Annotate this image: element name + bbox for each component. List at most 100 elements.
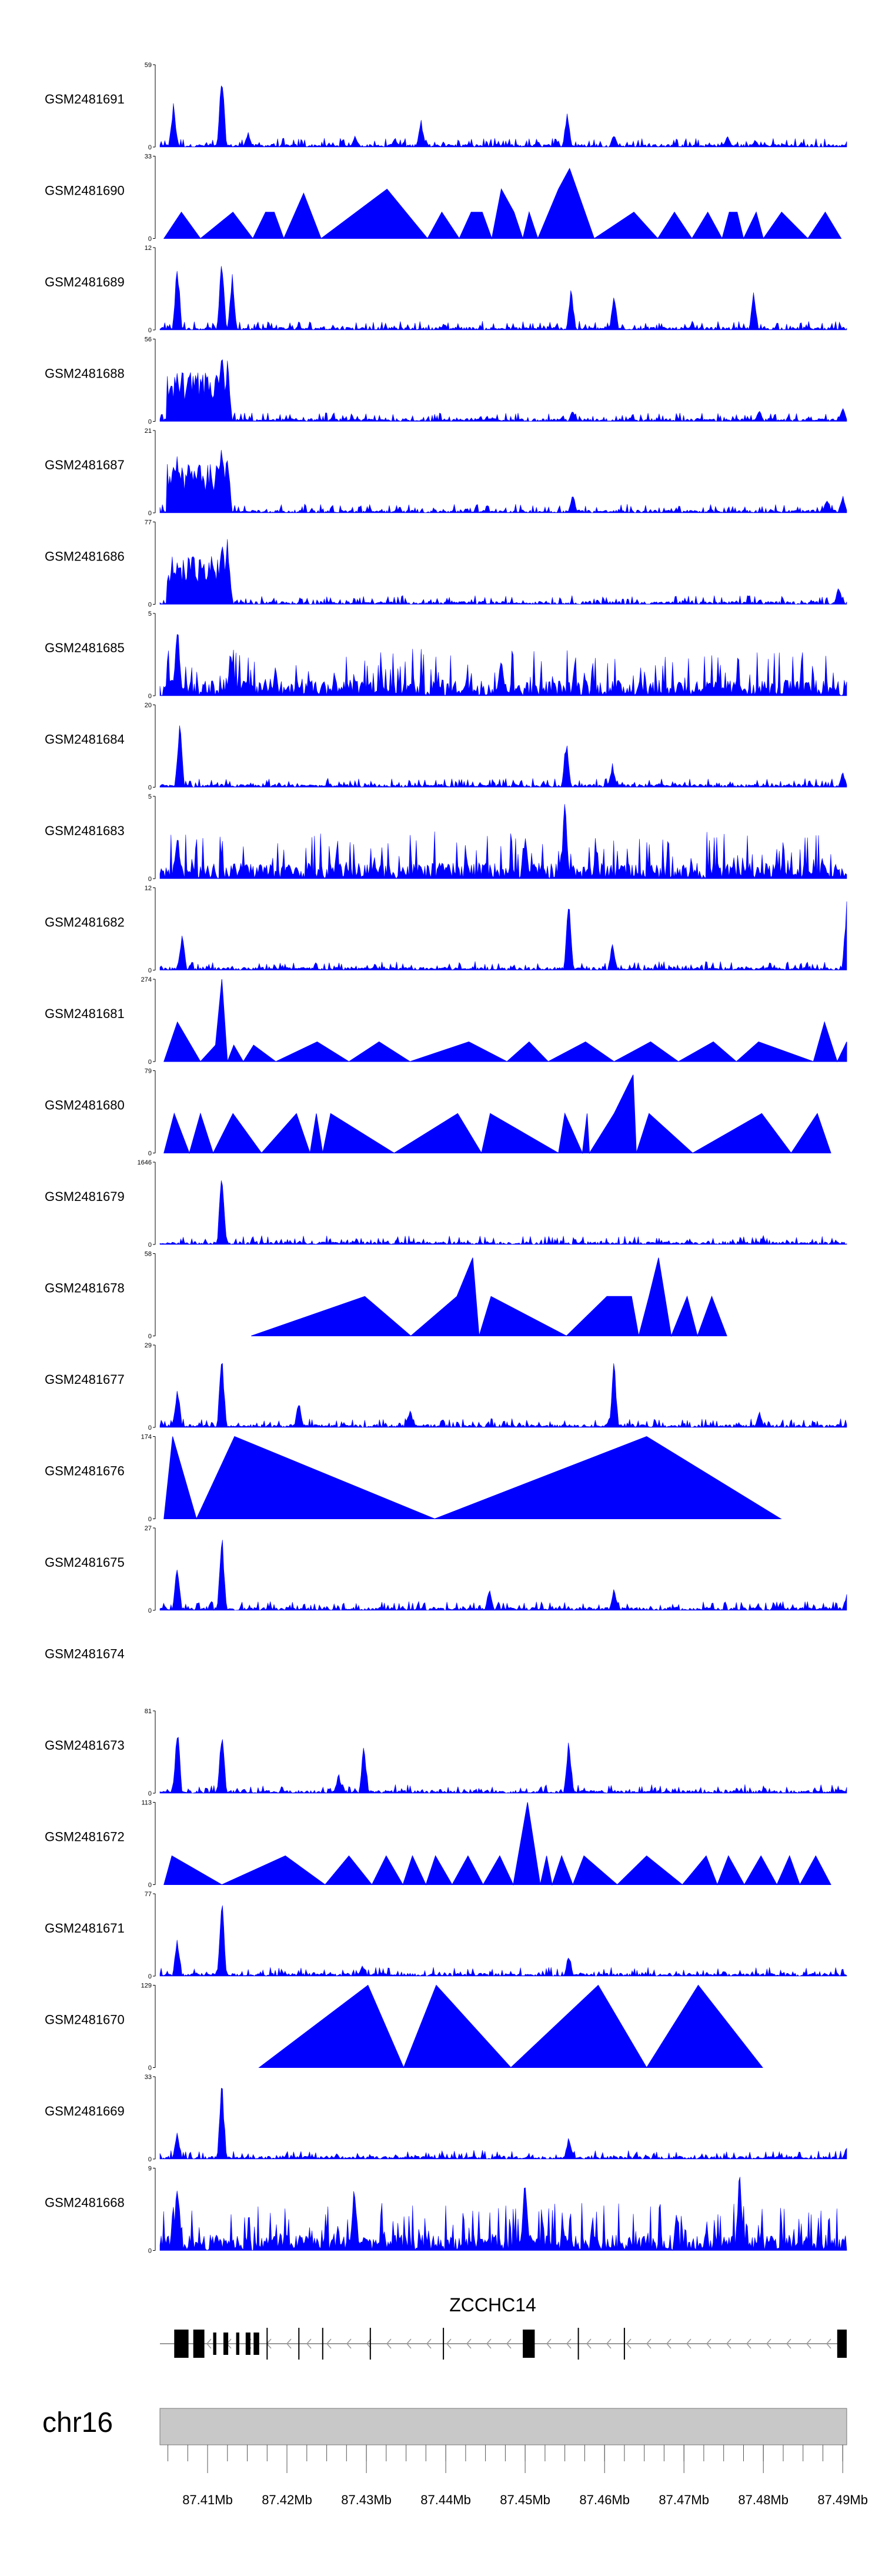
axis-tick-label: 87.48Mb bbox=[738, 2492, 789, 2507]
strand-chevron bbox=[566, 2338, 572, 2349]
y-min-label: 0 bbox=[148, 1882, 152, 1889]
coverage-area bbox=[159, 1363, 847, 1428]
track-GSM2481678: GSM2481678 58 0 bbox=[45, 1251, 727, 1340]
y-max-label: 81 bbox=[145, 1708, 152, 1715]
coverage-area bbox=[163, 1436, 782, 1520]
track-label: GSM2481689 bbox=[45, 275, 125, 289]
y-max-label: 1646 bbox=[138, 1159, 152, 1166]
track-label: GSM2481670 bbox=[45, 2013, 125, 2027]
strand-chevron bbox=[206, 2338, 212, 2349]
axis-tick-label: 87.46Mb bbox=[579, 2492, 630, 2507]
track-GSM2481677: GSM2481677 29 0 bbox=[45, 1342, 847, 1432]
exon bbox=[623, 2328, 625, 2360]
track-GSM2481688: GSM2481688 56 0 bbox=[45, 336, 847, 426]
track-label: GSM2481668 bbox=[45, 2195, 125, 2210]
track-GSM2481672: GSM2481672 113 0 bbox=[45, 1800, 831, 1889]
track-GSM2481680: GSM2481680 79 0 bbox=[45, 1068, 831, 1157]
y-min-label: 0 bbox=[148, 1333, 152, 1340]
track-label: GSM2481691 bbox=[45, 92, 125, 106]
strand-chevron bbox=[606, 2338, 612, 2349]
exon bbox=[245, 2333, 250, 2355]
coverage-area bbox=[159, 1905, 847, 1977]
track-GSM2481669: GSM2481669 33 0 bbox=[45, 2074, 847, 2163]
exon bbox=[369, 2328, 371, 2360]
axis-tick-label: 87.49Mb bbox=[817, 2492, 868, 2507]
y-min-label: 0 bbox=[148, 1790, 152, 1797]
y-min-label: 0 bbox=[148, 1150, 152, 1157]
y-min-label: 0 bbox=[148, 2156, 152, 2163]
strand-chevron bbox=[446, 2338, 452, 2349]
track-label: GSM2481669 bbox=[45, 2104, 125, 2118]
strand-chevron bbox=[646, 2338, 652, 2349]
y-max-label: 58 bbox=[145, 1251, 152, 1258]
exon bbox=[253, 2333, 259, 2355]
coverage-area bbox=[163, 1075, 831, 1154]
axis-tick-label: 87.41Mb bbox=[182, 2492, 233, 2507]
track-GSM2481683: GSM2481683 5 0 bbox=[45, 793, 847, 883]
track-label: GSM2481677 bbox=[45, 1372, 125, 1387]
strand-chevron bbox=[786, 2338, 791, 2349]
strand-chevron bbox=[666, 2338, 671, 2349]
y-max-label: 79 bbox=[145, 1068, 152, 1075]
strand-chevron bbox=[726, 2338, 731, 2349]
data-tracks: GSM2481691590GSM2481690330GSM2481689120G… bbox=[45, 62, 847, 2255]
coverage-area bbox=[159, 1180, 847, 1245]
y-max-label: 27 bbox=[145, 1525, 152, 1532]
track-GSM2481690: GSM2481690 33 0 bbox=[45, 154, 842, 243]
axis-tick-label: 87.45Mb bbox=[500, 2492, 550, 2507]
coverage-area bbox=[163, 168, 842, 240]
strand-chevron bbox=[486, 2338, 492, 2349]
track-label: GSM2481671 bbox=[45, 1921, 125, 1936]
track-label: GSM2481680 bbox=[45, 1098, 125, 1113]
y-min-label: 0 bbox=[148, 2248, 152, 2255]
y-max-label: 5 bbox=[148, 610, 152, 618]
genome-axis: chr16 87.41Mb 87.42Mb 87.43Mb 87.44Mb 87.45M… bbox=[42, 2407, 868, 2507]
track-label: GSM2481685 bbox=[45, 640, 125, 655]
strand-chevron bbox=[806, 2338, 811, 2349]
y-max-label: 33 bbox=[145, 2074, 152, 2081]
track-GSM2481670: GSM2481670 129 0 bbox=[45, 1983, 763, 2072]
coverage-area bbox=[163, 979, 847, 1063]
exon bbox=[174, 2330, 189, 2358]
coverage-area bbox=[159, 1540, 847, 1611]
y-max-label: 33 bbox=[145, 154, 152, 161]
strand-chevron bbox=[826, 2338, 831, 2349]
coverage-area bbox=[159, 359, 847, 422]
exon bbox=[577, 2328, 579, 2360]
y-max-label: 9 bbox=[148, 2165, 152, 2173]
strand-chevron bbox=[406, 2338, 412, 2349]
coverage-area bbox=[163, 1802, 831, 1886]
y-max-label: 77 bbox=[145, 519, 152, 526]
track-GSM2481681: GSM2481681 274 0 bbox=[45, 976, 847, 1066]
strand-chevron bbox=[286, 2338, 292, 2349]
gene-track: ZCCHC14 bbox=[160, 2294, 847, 2360]
axis-tick-label: 87.44Mb bbox=[420, 2492, 471, 2507]
y-min-label: 0 bbox=[148, 236, 152, 243]
strand-chevron bbox=[586, 2338, 592, 2349]
y-max-label: 56 bbox=[145, 336, 152, 343]
gene-label: ZCCHC14 bbox=[449, 2294, 536, 2315]
track-label: GSM2481678 bbox=[45, 1281, 125, 1296]
track-GSM2481679: GSM2481679 1646 0 bbox=[45, 1159, 847, 1249]
track-GSM2481674: GSM2481674 bbox=[45, 1647, 125, 1661]
strand-chevron bbox=[306, 2338, 312, 2349]
exon bbox=[322, 2328, 323, 2360]
track-label: GSM2481688 bbox=[45, 366, 125, 381]
coverage-area bbox=[159, 1737, 847, 1794]
strand-chevron bbox=[706, 2338, 711, 2349]
track-GSM2481684: GSM2481684 20 0 bbox=[45, 702, 847, 792]
y-max-label: 77 bbox=[145, 1891, 152, 1898]
strand-chevron bbox=[686, 2338, 691, 2349]
coverage-area bbox=[159, 2088, 847, 2160]
y-min-label: 0 bbox=[148, 2065, 152, 2072]
track-label: GSM2481683 bbox=[45, 823, 125, 838]
exon bbox=[837, 2330, 847, 2358]
track-GSM2481671: GSM2481671 77 0 bbox=[45, 1891, 847, 1980]
exon bbox=[193, 2330, 205, 2358]
coverage-area bbox=[159, 634, 847, 696]
exon bbox=[298, 2328, 300, 2360]
y-max-label: 12 bbox=[145, 885, 152, 892]
y-min-label: 0 bbox=[148, 785, 152, 792]
track-GSM2481673: GSM2481673 81 0 bbox=[45, 1708, 847, 1797]
